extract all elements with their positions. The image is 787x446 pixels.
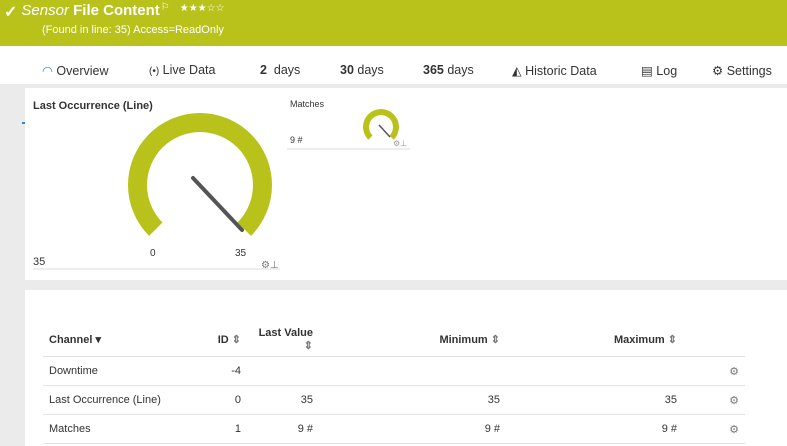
tab-bar: ◠ Overview (•) Live Data 2 days 30 days … [0,46,787,124]
tab-log[interactable]: ▤ Log [641,64,678,78]
table-row[interactable]: Matches 1 9 #9 #9 # ⚙ [43,414,745,444]
title-text: File Content [73,2,160,19]
small-gauge-settings-icon[interactable]: ⚙⊥ [393,139,408,148]
tab-historic-data[interactable]: ◭ Historic Data [512,64,597,78]
tab-2-days[interactable]: 2 days [260,63,301,77]
table-header: Channel ▾ ID ⇕ Last Value ⇕ Minimum ⇕ Ma… [43,322,745,357]
gear-icon: ⚙ [712,64,724,78]
small-gauge-title: Matches [290,99,325,109]
col-last-value[interactable]: Last Value ⇕ [247,322,319,357]
sensor-message: (Found in line: 35) Access=ReadOnly [42,24,224,36]
channel-settings-icon[interactable]: ⚙ [683,385,745,415]
channel-settings-icon[interactable]: ⚙ [683,414,745,444]
gauge-min: 0 [150,248,156,259]
table-row[interactable]: Downtime -4 ⚙ [43,356,745,386]
col-maximum[interactable]: Maximum ⇕ [506,322,683,357]
chart-icon: ◭ [512,64,522,78]
header-row: ✓ Sensor File Content⚐ ★★★☆☆ [4,2,225,22]
title-prefix: Sensor [21,2,69,19]
flag-icon[interactable]: ⚐ [160,2,170,13]
tab-365-days[interactable]: 365 days [423,63,474,77]
log-icon: ▤ [641,64,653,78]
col-id[interactable]: ID ⇕ [195,322,247,357]
tab-overview[interactable]: ◠ Overview [42,64,109,78]
col-channel[interactable]: Channel ▾ [43,322,195,357]
priority-stars[interactable]: ★★★☆☆ [179,3,225,14]
channel-settings-icon[interactable]: ⚙ [683,356,745,386]
tab-live-data[interactable]: (•) Live Data [149,63,216,77]
col-minimum[interactable]: Minimum ⇕ [319,322,506,357]
sensor-header: ✓ Sensor File Content⚐ ★★★☆☆ (Found in l… [0,0,787,46]
gauge-title: Last Occurrence (Line) [33,100,153,112]
gauge-arc [128,112,272,236]
gauge-icon: ◠ [42,64,53,78]
small-gauge-needle [378,124,391,138]
gauges-svg [33,108,410,270]
gauge-settings-icon[interactable]: ⚙⊥ [261,260,279,271]
tab-settings[interactable]: ⚙ Settings [712,64,772,78]
small-gauge-value: 9 # [290,135,303,145]
gauge-needle [191,176,244,232]
table-row[interactable]: Last Occurrence (Line) 0 35 35 35 ⚙ [43,385,745,415]
check-icon: ✓ [4,4,18,21]
gauge-max: 35 [235,248,247,259]
tab-30-days[interactable]: 30 days [340,63,384,77]
small-gauge-arc [363,108,399,140]
gauge-value: 35 [33,256,46,268]
channel-table: Channel ▾ ID ⇕ Last Value ⇕ Minimum ⇕ Ma… [43,322,745,444]
radio-icon: (•) [149,66,160,77]
gauges-panel: Last Occurrence (Line) 0 35 35 ⚙⊥ Matche… [25,88,787,280]
sensor-title: Sensor File Content⚐ [21,2,169,19]
